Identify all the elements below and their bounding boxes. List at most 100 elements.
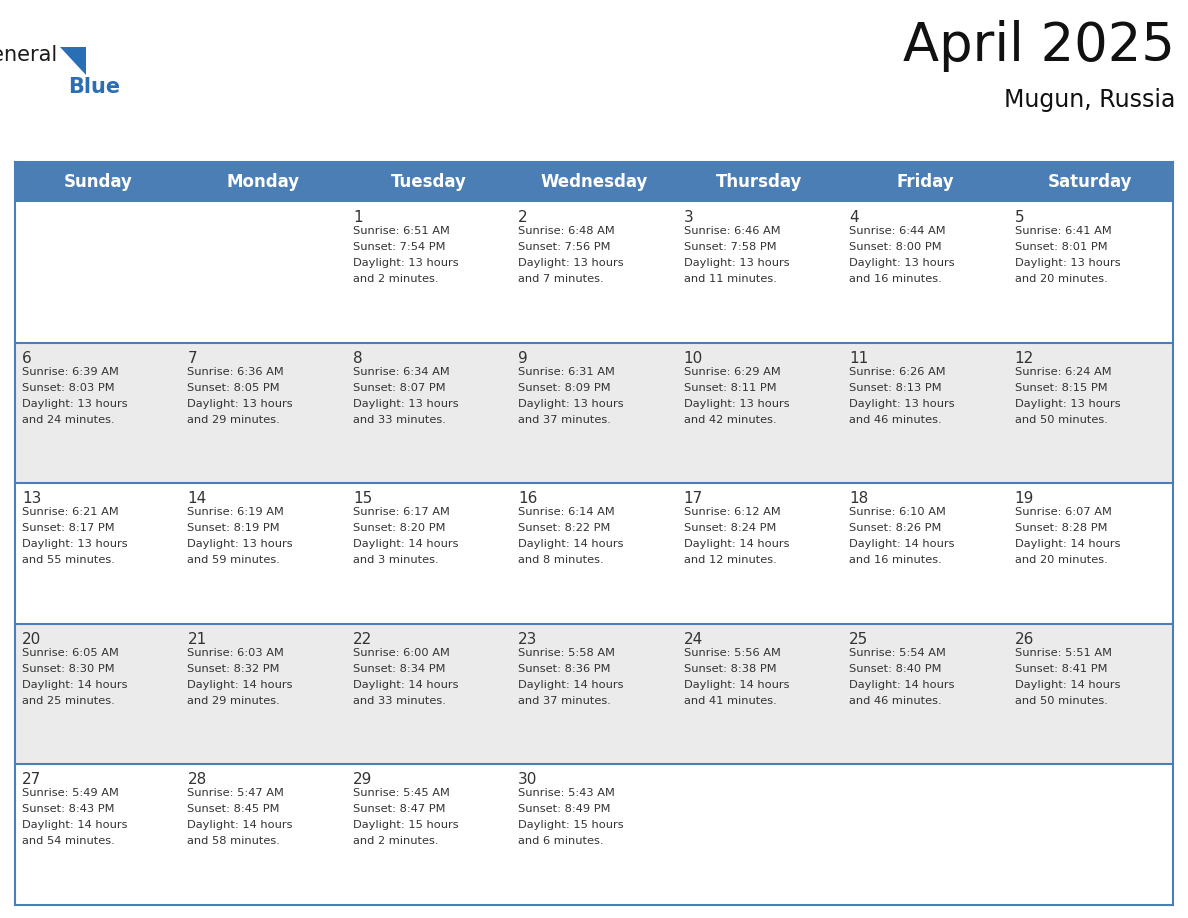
Text: Thursday: Thursday: [716, 173, 803, 191]
Text: and 33 minutes.: and 33 minutes.: [353, 696, 446, 706]
Text: 27: 27: [23, 772, 42, 788]
Text: Daylight: 14 hours: Daylight: 14 hours: [518, 680, 624, 689]
Text: and 20 minutes.: and 20 minutes.: [1015, 555, 1107, 565]
Text: and 16 minutes.: and 16 minutes.: [849, 274, 942, 284]
Text: Sunrise: 5:56 AM: Sunrise: 5:56 AM: [684, 648, 781, 658]
Text: and 7 minutes.: and 7 minutes.: [518, 274, 604, 284]
Text: April 2025: April 2025: [903, 20, 1175, 72]
Text: Sunset: 7:58 PM: Sunset: 7:58 PM: [684, 242, 776, 252]
Text: Sunset: 8:47 PM: Sunset: 8:47 PM: [353, 804, 446, 814]
Text: Sunset: 8:43 PM: Sunset: 8:43 PM: [23, 804, 114, 814]
Text: Sunset: 8:36 PM: Sunset: 8:36 PM: [518, 664, 611, 674]
Bar: [15, 765, 1173, 905]
Text: Sunset: 8:07 PM: Sunset: 8:07 PM: [353, 383, 446, 393]
Text: Daylight: 14 hours: Daylight: 14 hours: [23, 680, 127, 689]
Text: Sunset: 8:30 PM: Sunset: 8:30 PM: [23, 664, 114, 674]
Polygon shape: [61, 47, 86, 75]
Text: Daylight: 15 hours: Daylight: 15 hours: [353, 821, 459, 831]
Text: Sunrise: 6:05 AM: Sunrise: 6:05 AM: [23, 648, 119, 658]
Text: and 54 minutes.: and 54 minutes.: [23, 836, 115, 846]
Text: Sunrise: 6:41 AM: Sunrise: 6:41 AM: [1015, 226, 1111, 236]
Text: and 50 minutes.: and 50 minutes.: [1015, 415, 1107, 425]
Text: 21: 21: [188, 632, 207, 647]
Text: 22: 22: [353, 632, 372, 647]
Bar: [15, 624, 1173, 765]
Text: and 37 minutes.: and 37 minutes.: [518, 415, 611, 425]
Text: and 42 minutes.: and 42 minutes.: [684, 415, 776, 425]
Text: Daylight: 13 hours: Daylight: 13 hours: [849, 398, 955, 409]
Text: 14: 14: [188, 491, 207, 506]
Text: 18: 18: [849, 491, 868, 506]
Text: 29: 29: [353, 772, 372, 788]
Text: 11: 11: [849, 351, 868, 365]
Text: 9: 9: [518, 351, 527, 365]
Text: and 3 minutes.: and 3 minutes.: [353, 555, 438, 565]
Text: Sunset: 8:03 PM: Sunset: 8:03 PM: [23, 383, 114, 393]
Text: Sunday: Sunday: [63, 173, 132, 191]
Text: Daylight: 13 hours: Daylight: 13 hours: [684, 258, 789, 268]
Text: Sunrise: 5:47 AM: Sunrise: 5:47 AM: [188, 789, 284, 799]
Text: Sunrise: 6:26 AM: Sunrise: 6:26 AM: [849, 366, 946, 376]
Text: 30: 30: [518, 772, 538, 788]
Text: 6: 6: [23, 351, 32, 365]
Text: Sunset: 8:24 PM: Sunset: 8:24 PM: [684, 523, 776, 533]
Text: Sunset: 8:20 PM: Sunset: 8:20 PM: [353, 523, 446, 533]
Text: Daylight: 14 hours: Daylight: 14 hours: [353, 539, 459, 549]
Text: 12: 12: [1015, 351, 1034, 365]
Text: Daylight: 15 hours: Daylight: 15 hours: [518, 821, 624, 831]
Text: Sunset: 7:56 PM: Sunset: 7:56 PM: [518, 242, 611, 252]
Text: 7: 7: [188, 351, 197, 365]
Text: and 2 minutes.: and 2 minutes.: [353, 274, 438, 284]
Text: Sunrise: 6:00 AM: Sunrise: 6:00 AM: [353, 648, 450, 658]
Text: Sunrise: 6:44 AM: Sunrise: 6:44 AM: [849, 226, 946, 236]
Text: Sunrise: 6:21 AM: Sunrise: 6:21 AM: [23, 508, 119, 517]
Text: Sunrise: 6:03 AM: Sunrise: 6:03 AM: [188, 648, 284, 658]
Text: and 16 minutes.: and 16 minutes.: [849, 555, 942, 565]
Text: Sunset: 8:22 PM: Sunset: 8:22 PM: [518, 523, 611, 533]
Text: Sunrise: 6:07 AM: Sunrise: 6:07 AM: [1015, 508, 1112, 517]
Text: 10: 10: [684, 351, 703, 365]
Text: Sunrise: 6:36 AM: Sunrise: 6:36 AM: [188, 366, 284, 376]
Text: and 41 minutes.: and 41 minutes.: [684, 696, 777, 706]
Text: Sunset: 8:13 PM: Sunset: 8:13 PM: [849, 383, 942, 393]
Text: Daylight: 14 hours: Daylight: 14 hours: [1015, 539, 1120, 549]
Text: and 12 minutes.: and 12 minutes.: [684, 555, 777, 565]
Text: 17: 17: [684, 491, 703, 506]
Text: Sunrise: 6:12 AM: Sunrise: 6:12 AM: [684, 508, 781, 517]
Text: Saturday: Saturday: [1048, 173, 1132, 191]
Text: Sunset: 8:41 PM: Sunset: 8:41 PM: [1015, 664, 1107, 674]
Text: Sunset: 8:17 PM: Sunset: 8:17 PM: [23, 523, 114, 533]
Text: Sunset: 8:45 PM: Sunset: 8:45 PM: [188, 804, 280, 814]
Text: Daylight: 14 hours: Daylight: 14 hours: [518, 539, 624, 549]
Bar: [15, 162, 1173, 202]
Text: Sunset: 8:26 PM: Sunset: 8:26 PM: [849, 523, 942, 533]
Text: and 59 minutes.: and 59 minutes.: [188, 555, 280, 565]
Text: Sunset: 8:49 PM: Sunset: 8:49 PM: [518, 804, 611, 814]
Text: Friday: Friday: [896, 173, 954, 191]
Text: 23: 23: [518, 632, 538, 647]
Text: Sunset: 8:19 PM: Sunset: 8:19 PM: [188, 523, 280, 533]
Text: 26: 26: [1015, 632, 1034, 647]
Text: Sunset: 8:40 PM: Sunset: 8:40 PM: [849, 664, 942, 674]
Text: 20: 20: [23, 632, 42, 647]
Text: 5: 5: [1015, 210, 1024, 225]
Text: 2: 2: [518, 210, 527, 225]
Text: Daylight: 14 hours: Daylight: 14 hours: [23, 821, 127, 831]
Text: Sunset: 8:38 PM: Sunset: 8:38 PM: [684, 664, 776, 674]
Text: Sunrise: 6:48 AM: Sunrise: 6:48 AM: [518, 226, 615, 236]
Text: 28: 28: [188, 772, 207, 788]
Text: Sunrise: 6:34 AM: Sunrise: 6:34 AM: [353, 366, 449, 376]
Text: Daylight: 14 hours: Daylight: 14 hours: [353, 680, 459, 689]
Text: Sunrise: 5:51 AM: Sunrise: 5:51 AM: [1015, 648, 1112, 658]
Text: and 24 minutes.: and 24 minutes.: [23, 415, 114, 425]
Text: and 55 minutes.: and 55 minutes.: [23, 555, 115, 565]
Bar: [15, 483, 1173, 624]
Text: Daylight: 13 hours: Daylight: 13 hours: [188, 539, 293, 549]
Text: Daylight: 13 hours: Daylight: 13 hours: [188, 398, 293, 409]
Text: Daylight: 14 hours: Daylight: 14 hours: [1015, 680, 1120, 689]
Text: 3: 3: [684, 210, 694, 225]
Text: Sunrise: 6:10 AM: Sunrise: 6:10 AM: [849, 508, 946, 517]
Text: Wednesday: Wednesday: [541, 173, 647, 191]
Text: Daylight: 14 hours: Daylight: 14 hours: [188, 821, 293, 831]
Text: and 6 minutes.: and 6 minutes.: [518, 836, 604, 846]
